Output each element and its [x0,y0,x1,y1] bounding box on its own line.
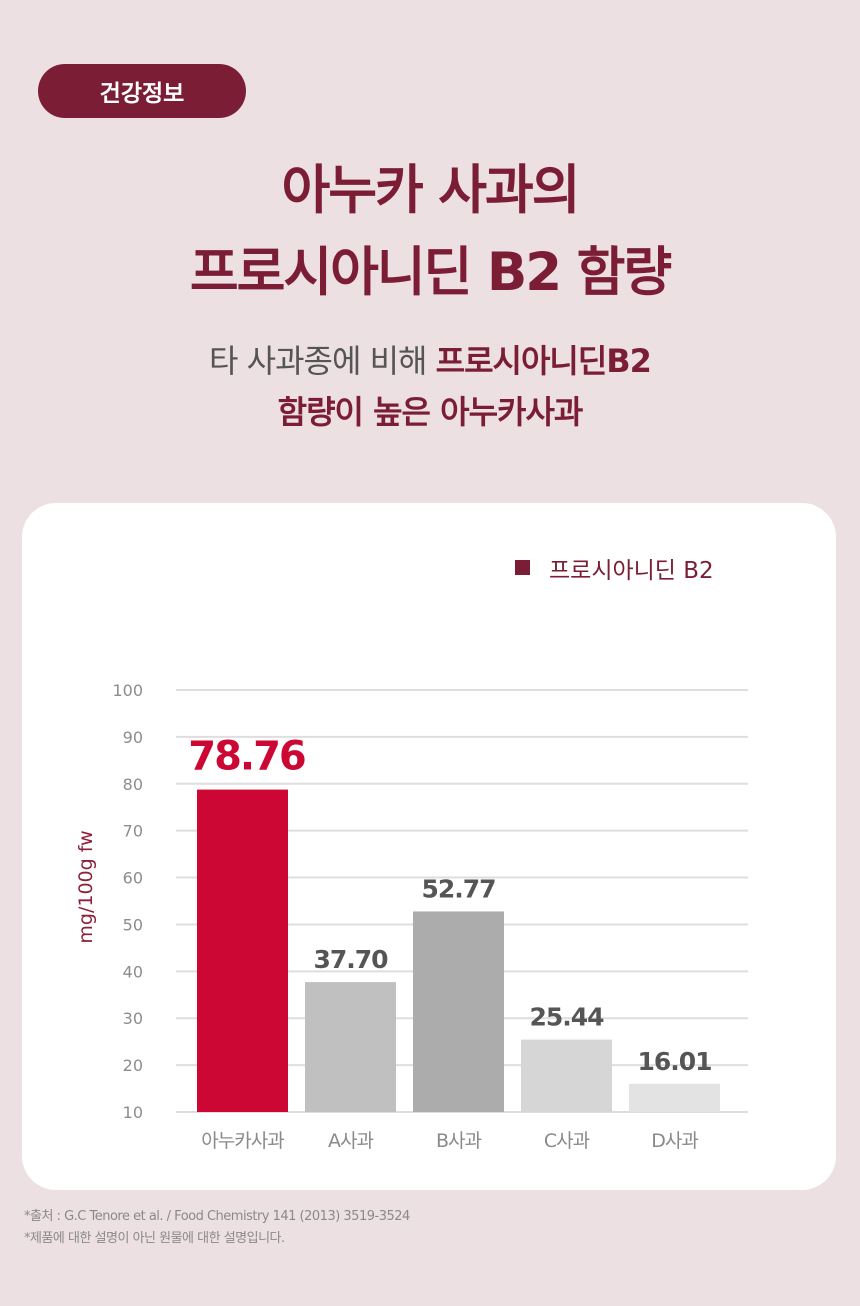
y-tick-label: 100 [112,681,143,700]
y-tick-label: 20 [123,1056,143,1075]
category-badge: 건강정보 [38,64,246,118]
y-tick-label: 60 [123,869,143,888]
y-tick-label: 80 [123,775,143,794]
subtitle-highlight: 프로시아니딘B2 [435,342,652,380]
data-label: 25.44 [529,1003,604,1032]
legend-swatch [515,560,530,575]
y-axis-label: mg/100g fw [75,830,97,943]
bar-2 [305,982,396,1112]
subtitle-line-2: 함량이 높은 아누카사과 [277,393,584,431]
bar-3 [413,911,504,1112]
chart-card: 프로시아니딘 B2 mg/100g fw 10 20 30 40 50 60 70 80 90 1… [22,503,836,1190]
bar-1 [197,789,288,1112]
y-tick-label: 50 [123,915,143,934]
y-tick-label: 30 [123,1009,143,1028]
y-tick-label: 40 [123,962,143,981]
bar-4 [521,1039,612,1112]
bar-5 [629,1083,720,1112]
subtitle-text: 타 사과종에 비해 [209,342,436,380]
subtitle: 타 사과종에 비해 프로시아니딘B2 함량이 높은 아누카사과 [0,336,860,438]
bar-chart: 프로시아니딘 B2 mg/100g fw 10 20 30 40 50 60 70 80 90 1… [75,558,748,1152]
x-tick-label: B사과 [436,1130,482,1152]
x-tick-label: 아누카사과 [201,1130,284,1152]
y-tick-label: 70 [123,822,143,841]
data-label: 37.70 [313,945,388,974]
data-label: 16.01 [637,1047,711,1076]
title-line-1: 아누카 사과의 [281,160,580,221]
legend-label: 프로시아니딘 B2 [549,558,714,584]
data-label: 52.77 [421,874,495,903]
title-line-2: 프로시아니딘 B2 함량 [189,242,672,303]
x-tick-label: A사과 [328,1130,373,1152]
y-tick-label: 10 [123,1103,143,1122]
source-footnote: *출처 : G.C Tenore et al. / Food Chemistry… [24,1209,410,1224]
x-tick-label: C사과 [544,1130,590,1152]
y-tick-label: 90 [123,728,143,747]
x-tick-label: D사과 [651,1130,698,1152]
page-title: 아누카 사과의 프로시아니딘 B2 함량 [0,150,860,314]
data-label: 78.76 [188,734,305,780]
disclaimer-footnote: *제품에 대한 설명이 아닌 원물에 대한 설명입니다. [24,1231,285,1246]
